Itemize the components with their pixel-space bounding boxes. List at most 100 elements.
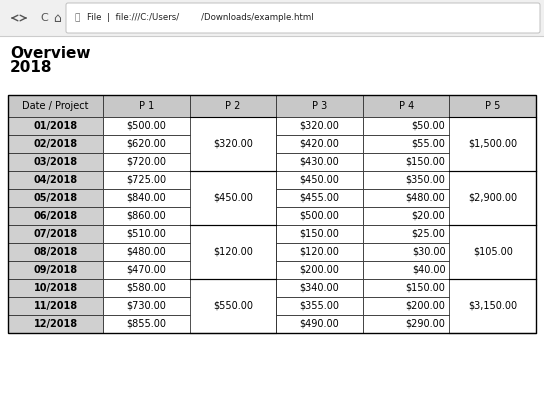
Text: P 4: P 4 — [399, 101, 414, 111]
Bar — [190, 261, 276, 279]
Text: $855.00: $855.00 — [126, 319, 166, 329]
Bar — [103, 189, 190, 207]
Text: Overview: Overview — [10, 45, 90, 60]
Bar — [276, 261, 363, 279]
Text: 2018: 2018 — [10, 60, 53, 75]
Text: $455.00: $455.00 — [300, 193, 339, 203]
Bar — [449, 261, 536, 279]
Bar — [363, 117, 449, 135]
Bar — [103, 279, 190, 297]
Bar — [190, 297, 276, 315]
Text: $580.00: $580.00 — [127, 283, 166, 293]
Text: 04/2018: 04/2018 — [34, 175, 78, 185]
Text: $490.00: $490.00 — [300, 319, 339, 329]
Bar — [449, 297, 536, 315]
Text: 01/2018: 01/2018 — [34, 121, 78, 131]
Bar — [449, 315, 536, 333]
Text: P 1: P 1 — [139, 101, 154, 111]
Text: P 3: P 3 — [312, 101, 327, 111]
Bar — [363, 297, 449, 315]
Bar — [276, 243, 363, 261]
Text: $730.00: $730.00 — [127, 301, 166, 311]
Bar — [449, 225, 536, 243]
Bar — [363, 189, 449, 207]
Text: 05/2018: 05/2018 — [34, 193, 78, 203]
Text: $290.00: $290.00 — [406, 319, 446, 329]
Text: $350.00: $350.00 — [406, 175, 446, 185]
Bar — [449, 153, 536, 171]
Bar — [8, 135, 103, 153]
Text: 06/2018: 06/2018 — [34, 211, 78, 221]
Text: ⓘ: ⓘ — [75, 13, 79, 23]
Bar — [103, 117, 190, 135]
Bar — [276, 135, 363, 153]
Text: $725.00: $725.00 — [126, 175, 166, 185]
Bar — [190, 279, 276, 297]
Bar — [103, 261, 190, 279]
Text: $120.00: $120.00 — [300, 247, 339, 257]
Text: $550.00: $550.00 — [213, 301, 253, 311]
Bar — [190, 135, 276, 153]
Text: ⌂: ⌂ — [53, 11, 61, 24]
Bar — [8, 315, 103, 333]
Bar — [8, 297, 103, 315]
Text: 09/2018: 09/2018 — [34, 265, 78, 275]
Text: $150.00: $150.00 — [406, 157, 446, 167]
Text: $355.00: $355.00 — [300, 301, 339, 311]
Text: 12/2018: 12/2018 — [34, 319, 78, 329]
Bar — [276, 225, 363, 243]
Text: 07/2018: 07/2018 — [34, 229, 78, 239]
Text: $150.00: $150.00 — [300, 229, 339, 239]
Text: $860.00: $860.00 — [127, 211, 166, 221]
Bar — [103, 207, 190, 225]
Bar — [276, 117, 363, 135]
Bar — [190, 243, 276, 261]
Text: $840.00: $840.00 — [127, 193, 166, 203]
Bar — [449, 135, 536, 153]
Text: $1,500.00: $1,500.00 — [468, 139, 517, 149]
Bar — [276, 297, 363, 315]
Bar — [0, 0, 544, 36]
Bar — [449, 207, 536, 225]
Text: $25.00: $25.00 — [412, 229, 446, 239]
Bar — [276, 153, 363, 171]
Text: $430.00: $430.00 — [300, 157, 339, 167]
Bar — [276, 95, 363, 117]
Bar — [190, 95, 276, 117]
Bar — [190, 315, 276, 333]
Text: $3,150.00: $3,150.00 — [468, 301, 517, 311]
Bar — [276, 279, 363, 297]
Text: C: C — [40, 13, 48, 23]
Bar — [8, 225, 103, 243]
Text: $500.00: $500.00 — [300, 211, 339, 221]
Bar — [103, 225, 190, 243]
Bar — [363, 135, 449, 153]
Bar — [363, 261, 449, 279]
Text: $420.00: $420.00 — [300, 139, 339, 149]
Text: 02/2018: 02/2018 — [34, 139, 78, 149]
Text: $340.00: $340.00 — [300, 283, 339, 293]
Bar — [276, 189, 363, 207]
Bar — [363, 153, 449, 171]
Bar — [363, 225, 449, 243]
FancyBboxPatch shape — [66, 3, 540, 33]
Text: P 2: P 2 — [225, 101, 240, 111]
Bar — [190, 225, 276, 243]
Text: $50.00: $50.00 — [412, 121, 446, 131]
Bar — [8, 95, 536, 333]
Text: $30.00: $30.00 — [412, 247, 446, 257]
Bar — [363, 279, 449, 297]
Bar — [103, 243, 190, 261]
Text: $470.00: $470.00 — [127, 265, 166, 275]
Text: $200.00: $200.00 — [406, 301, 446, 311]
Text: 11/2018: 11/2018 — [34, 301, 78, 311]
Text: $480.00: $480.00 — [127, 247, 166, 257]
Text: $120.00: $120.00 — [213, 247, 253, 257]
Bar — [363, 243, 449, 261]
Bar — [190, 207, 276, 225]
Text: $720.00: $720.00 — [126, 157, 166, 167]
Bar — [103, 153, 190, 171]
Bar — [103, 315, 190, 333]
Bar — [276, 207, 363, 225]
Bar — [103, 171, 190, 189]
